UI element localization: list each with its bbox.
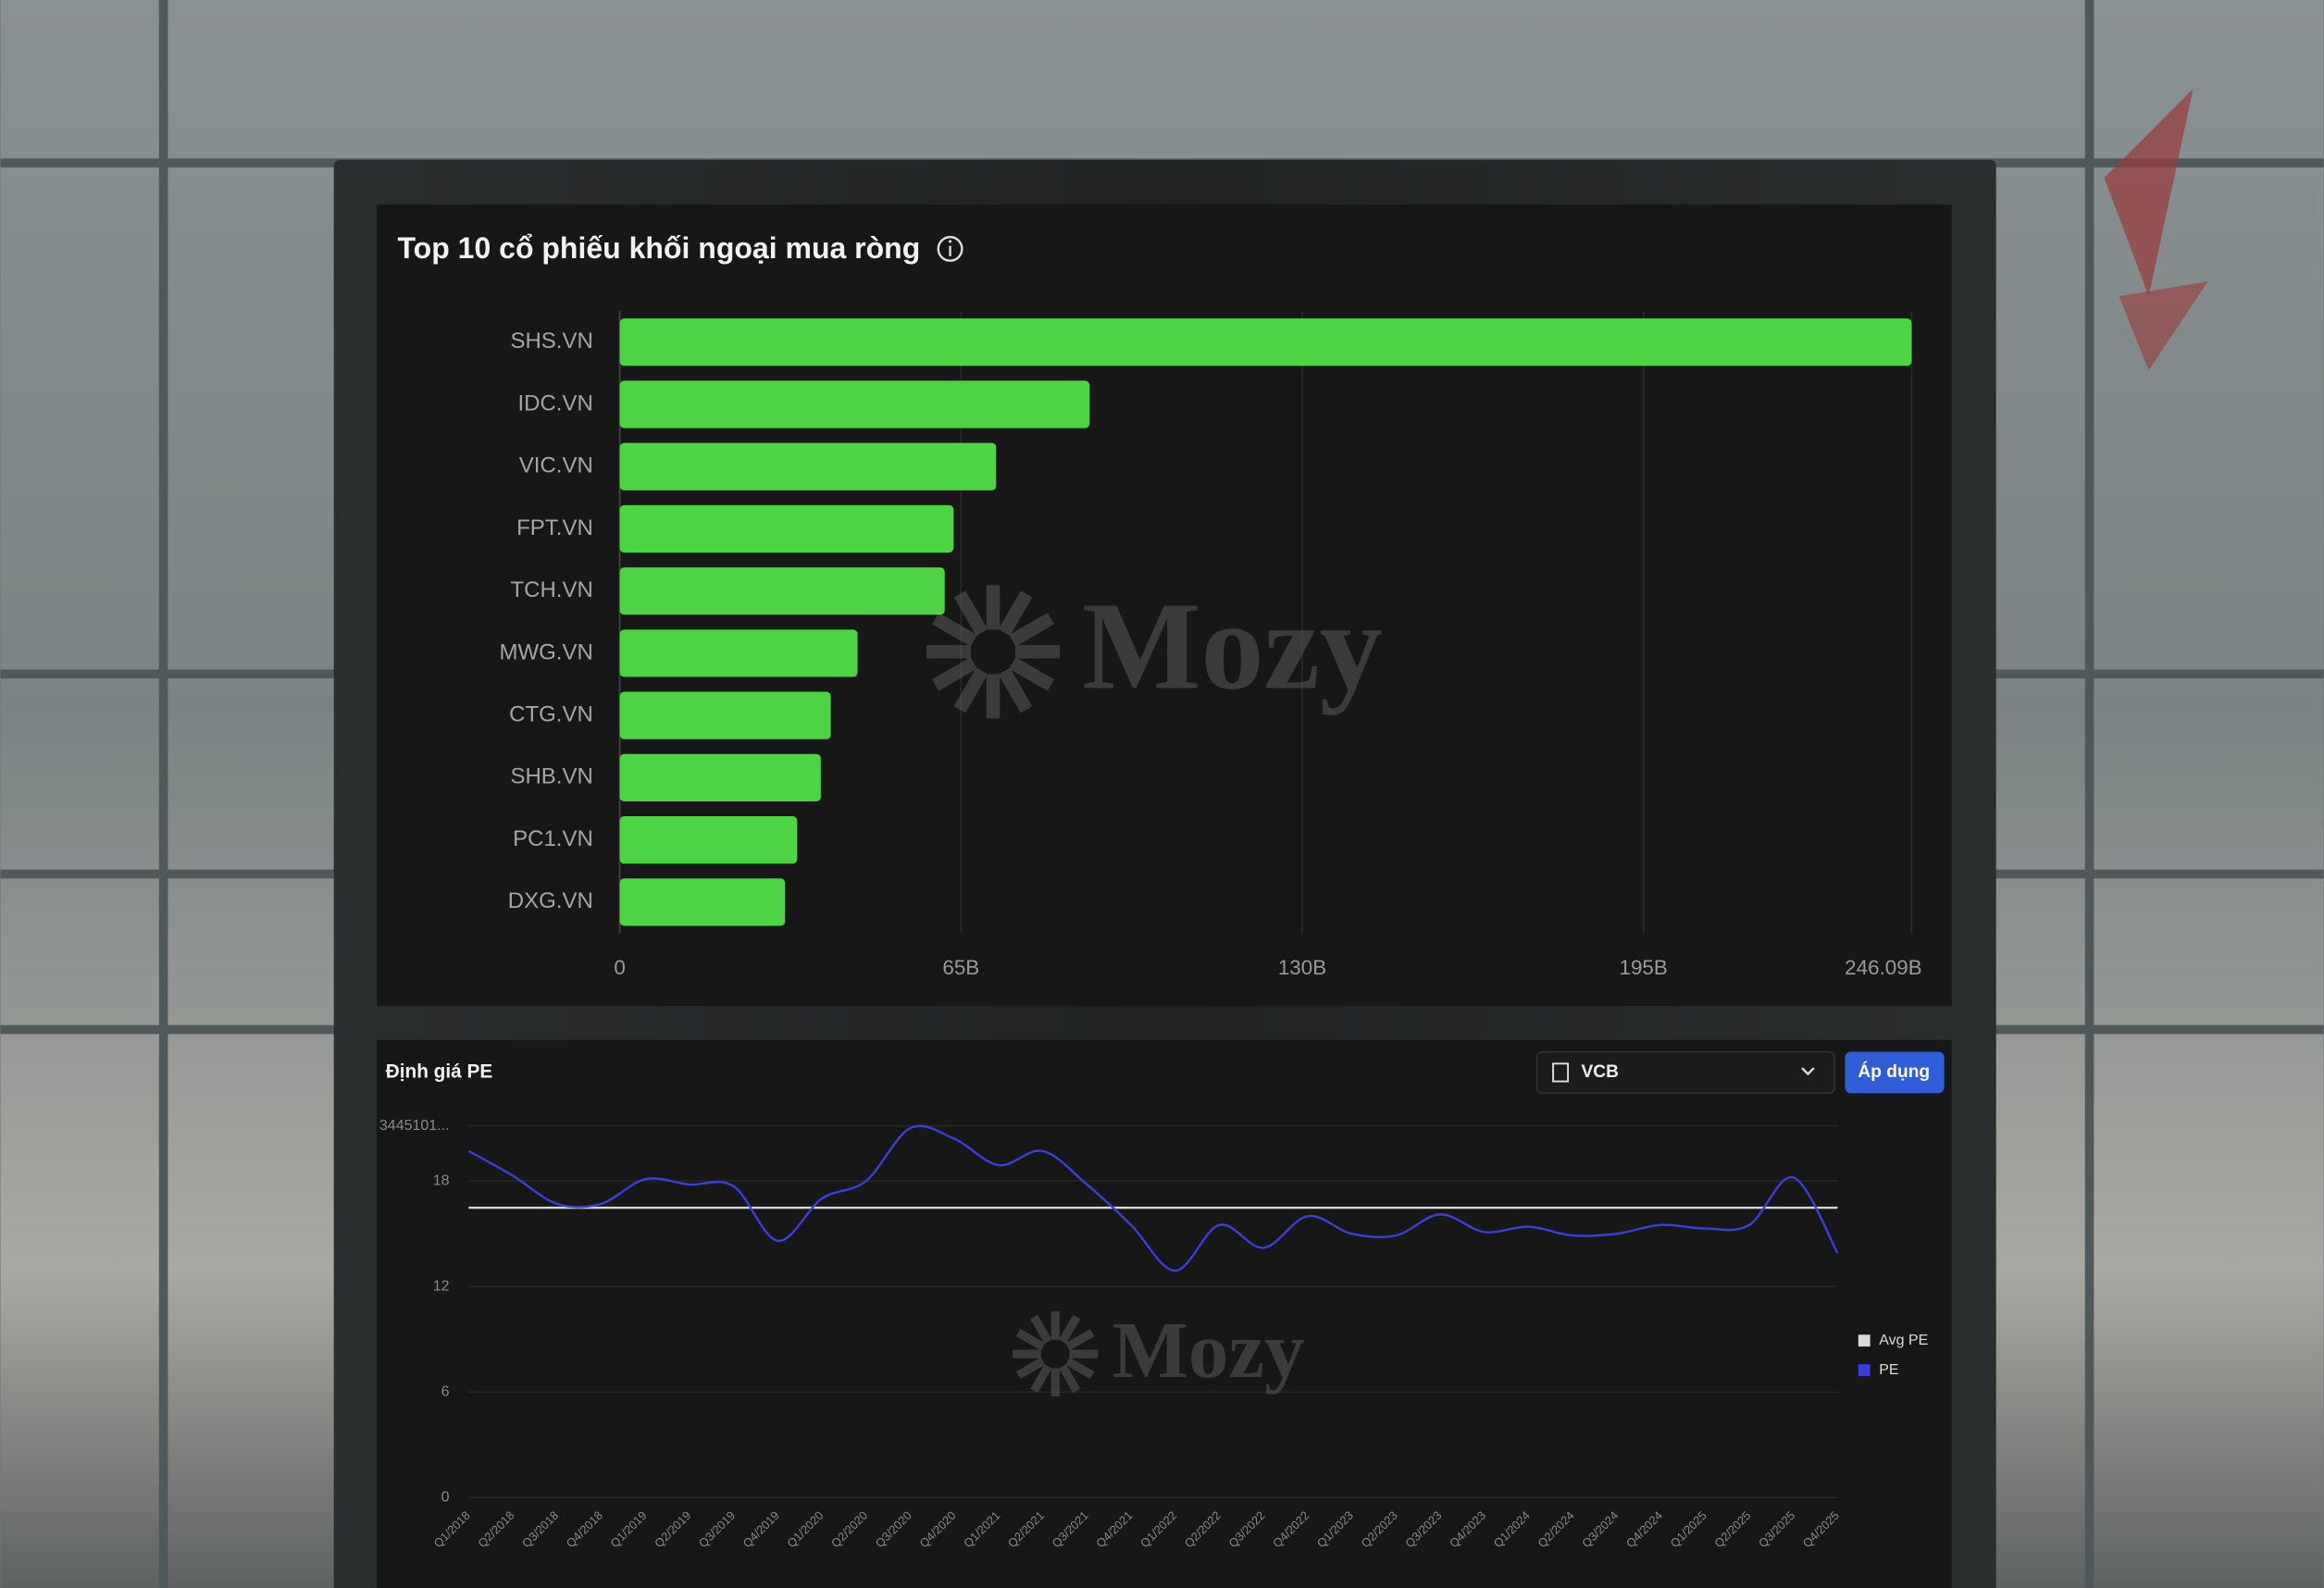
apply-button[interactable]: Áp dụng	[1845, 1051, 1945, 1094]
y-tick-label: 12	[433, 1278, 450, 1294]
y-tick-label: 3445101...	[379, 1118, 450, 1134]
chart-title: Top 10 cổ phiếu khối ngoại mua ròng	[398, 231, 921, 265]
y-tick-label: PC1.VN	[513, 826, 593, 851]
y-tick-label: SHB.VN	[510, 764, 592, 789]
y-tick-label: IDC.VN	[517, 391, 592, 416]
bar	[619, 629, 858, 677]
legend-label: Avg PE	[1879, 1333, 1928, 1348]
bar	[619, 878, 786, 926]
y-tick-label: SHS.VN	[510, 329, 592, 354]
y-tick-label: 18	[433, 1172, 450, 1188]
bar	[619, 380, 1090, 428]
legend-swatch	[1858, 1364, 1870, 1377]
bar	[619, 567, 945, 615]
watermark-ray	[1065, 1357, 1095, 1380]
watermark-ray	[953, 590, 988, 637]
watermark-ray	[1009, 657, 1054, 691]
watermark-ray	[1016, 1329, 1046, 1351]
bar	[619, 691, 831, 739]
watermark-text: Mozy	[1082, 577, 1383, 716]
watermark-ray	[953, 667, 988, 713]
x-tick-label: 0	[614, 956, 625, 979]
x-tick-label: 195B	[1620, 956, 1668, 979]
watermark-ray	[998, 590, 1033, 637]
y-tick-label: 0	[441, 1490, 450, 1506]
y-tick-label: DXG.VN	[508, 888, 593, 913]
x-tick-label: 65B	[942, 956, 979, 979]
y-tick-label: FPT.VN	[516, 515, 593, 540]
bar	[619, 442, 997, 490]
bar	[619, 318, 1912, 366]
chart-title: Định giá PE	[386, 1061, 493, 1082]
x-tick-label: 246.09B	[1845, 956, 1921, 979]
line-series	[467, 1124, 1839, 1272]
watermark-ray	[932, 657, 977, 691]
y-tick-label: MWG.VN	[499, 639, 592, 664]
y-tick-label: 6	[441, 1384, 450, 1400]
y-tick-label: CTG.VN	[509, 702, 593, 727]
watermark-ray	[1030, 1314, 1052, 1345]
watermark: Mozy	[1013, 1305, 1305, 1397]
watermark-ray	[1016, 1357, 1046, 1380]
watermark-ray	[1009, 613, 1054, 647]
decor	[2119, 281, 2208, 371]
y-tick-label: VIC.VN	[519, 453, 593, 478]
x-tick-label: 130B	[1278, 956, 1326, 979]
watermark-ray	[1030, 1364, 1052, 1394]
legend-swatch	[1858, 1334, 1870, 1347]
watermark-ray	[932, 613, 977, 647]
decor	[2104, 89, 2194, 297]
bar	[619, 816, 798, 864]
y-tick-label: TCH.VN	[510, 577, 592, 602]
stock-select[interactable]: VCB	[1535, 1050, 1836, 1095]
watermark-text: Mozy	[1112, 1305, 1305, 1395]
button-label: Áp dụng	[1858, 1061, 1930, 1082]
bar	[619, 504, 954, 553]
bar	[619, 753, 821, 802]
watermark-ray	[998, 667, 1033, 713]
watermark-ray	[1065, 1329, 1095, 1351]
watermark: Mozy	[926, 577, 1383, 719]
info-icon[interactable]	[937, 235, 963, 262]
legend-label: PE	[1879, 1362, 1898, 1378]
watermark-ray	[1058, 1314, 1081, 1345]
panel	[377, 1039, 1952, 1588]
select-value: VCB	[1582, 1062, 1620, 1082]
watermark-ray	[1058, 1364, 1081, 1394]
